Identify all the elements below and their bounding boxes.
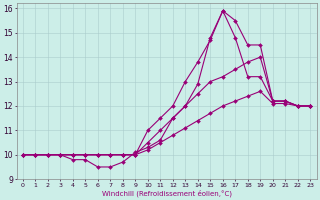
X-axis label: Windchill (Refroidissement éolien,°C): Windchill (Refroidissement éolien,°C) <box>101 189 232 197</box>
